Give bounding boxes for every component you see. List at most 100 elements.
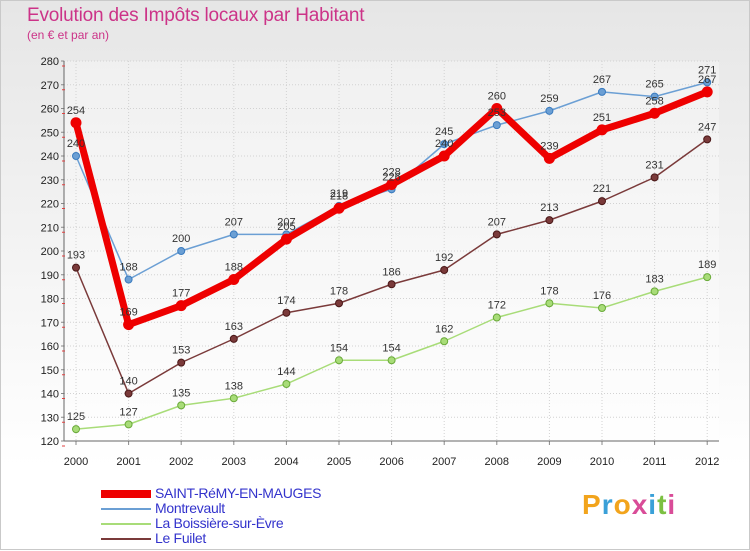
data-point bbox=[492, 313, 501, 322]
data-label: 169 bbox=[119, 307, 137, 319]
x-tick-label: 2009 bbox=[537, 456, 561, 468]
data-label: 254 bbox=[67, 105, 85, 117]
data-point bbox=[650, 287, 659, 296]
data-label: 221 bbox=[593, 183, 611, 195]
data-point bbox=[387, 280, 396, 289]
data-label: 205 bbox=[277, 221, 295, 233]
data-point bbox=[177, 247, 186, 255]
chart-legend: SAINT-RéMY-EN-MAUGES Montrevault La Boissi… bbox=[101, 485, 421, 547]
data-label: 240 bbox=[435, 138, 453, 150]
data-point bbox=[177, 401, 186, 410]
data-point bbox=[650, 92, 659, 101]
x-tick-label: 2002 bbox=[169, 456, 193, 468]
data-label: 253 bbox=[488, 107, 506, 119]
data-label: 183 bbox=[645, 273, 663, 285]
legend-swatch bbox=[101, 538, 151, 540]
legend-item: Montrevault bbox=[101, 500, 421, 517]
y-tick-label: 250 bbox=[41, 127, 59, 139]
y-tick-label: 270 bbox=[41, 80, 59, 92]
data-label: 258 bbox=[645, 95, 663, 107]
data-label: 135 bbox=[172, 387, 190, 399]
data-point bbox=[72, 152, 80, 160]
data-label: 267 bbox=[698, 74, 716, 86]
data-point bbox=[596, 124, 608, 136]
logo-letter: i bbox=[667, 489, 677, 520]
data-label: 207 bbox=[488, 216, 506, 228]
data-point bbox=[386, 179, 398, 190]
data-label: 231 bbox=[645, 159, 663, 171]
data-label: 162 bbox=[435, 323, 453, 335]
logo-letter: P bbox=[582, 489, 602, 520]
y-tick-label: 140 bbox=[41, 389, 59, 401]
y-tick-label: 240 bbox=[41, 151, 59, 163]
data-point bbox=[545, 299, 554, 308]
data-point bbox=[282, 380, 291, 388]
data-point bbox=[650, 173, 659, 182]
chart-title: Evolution des Impôts locaux par Habitant bbox=[27, 5, 365, 26]
legend-swatch bbox=[101, 523, 151, 525]
data-label: 259 bbox=[540, 93, 558, 105]
x-tick-label: 2004 bbox=[274, 456, 298, 468]
data-label: 144 bbox=[277, 366, 295, 378]
y-tick-label: 230 bbox=[41, 175, 59, 187]
legend-label: SAINT-RéMY-EN-MAUGES bbox=[155, 485, 322, 501]
data-label: 174 bbox=[277, 295, 295, 307]
data-label: 163 bbox=[225, 321, 243, 333]
data-label: 138 bbox=[225, 380, 243, 392]
data-label: 193 bbox=[67, 250, 85, 262]
data-point bbox=[492, 121, 501, 130]
logo-letter: r bbox=[601, 489, 614, 520]
data-label: 189 bbox=[698, 259, 716, 271]
data-point bbox=[703, 273, 712, 282]
y-tick-label: 150 bbox=[41, 365, 59, 377]
data-point bbox=[387, 356, 396, 365]
legend-swatch bbox=[101, 490, 151, 498]
data-label: 176 bbox=[593, 290, 611, 302]
x-tick-label: 2000 bbox=[64, 456, 88, 468]
x-tick-label: 2012 bbox=[695, 456, 719, 468]
data-point bbox=[282, 308, 291, 317]
data-point bbox=[492, 230, 501, 239]
data-point bbox=[228, 274, 240, 285]
x-tick-label: 2011 bbox=[643, 456, 667, 468]
data-point bbox=[124, 420, 133, 429]
data-label: 192 bbox=[435, 252, 453, 264]
data-label: 213 bbox=[540, 202, 558, 214]
data-point bbox=[229, 230, 238, 239]
data-label: 239 bbox=[540, 140, 558, 152]
x-tick-label: 2003 bbox=[222, 456, 246, 468]
data-label: 172 bbox=[488, 300, 506, 312]
y-tick-label: 180 bbox=[41, 294, 59, 306]
data-point bbox=[440, 337, 449, 346]
data-label: 178 bbox=[540, 285, 558, 297]
data-point bbox=[703, 78, 712, 87]
data-point bbox=[177, 358, 186, 367]
data-point bbox=[333, 202, 345, 214]
legend-label: La Boissière-sur-Èvre bbox=[155, 515, 284, 531]
data-label: 219 bbox=[330, 188, 348, 200]
y-tick-label: 260 bbox=[41, 104, 59, 116]
data-point bbox=[335, 299, 343, 308]
data-label: 200 bbox=[172, 233, 190, 245]
data-label: 267 bbox=[593, 74, 611, 86]
x-tick-label: 2007 bbox=[432, 456, 456, 468]
data-label: 186 bbox=[382, 266, 400, 278]
data-point bbox=[598, 87, 606, 96]
data-label: 188 bbox=[225, 262, 243, 274]
data-point bbox=[649, 107, 661, 119]
x-tick-label: 2010 bbox=[590, 456, 614, 468]
data-label: 188 bbox=[119, 262, 137, 274]
data-point bbox=[175, 300, 187, 312]
data-point bbox=[545, 216, 554, 225]
data-point bbox=[72, 425, 80, 434]
data-label: 153 bbox=[172, 345, 190, 357]
data-point bbox=[440, 266, 449, 274]
data-point bbox=[703, 135, 712, 144]
data-point bbox=[124, 275, 133, 284]
x-tick-label: 2005 bbox=[327, 456, 351, 468]
data-point bbox=[543, 152, 555, 164]
data-point bbox=[701, 86, 713, 98]
data-label: 226 bbox=[382, 171, 400, 183]
y-tick-label: 200 bbox=[41, 246, 59, 258]
